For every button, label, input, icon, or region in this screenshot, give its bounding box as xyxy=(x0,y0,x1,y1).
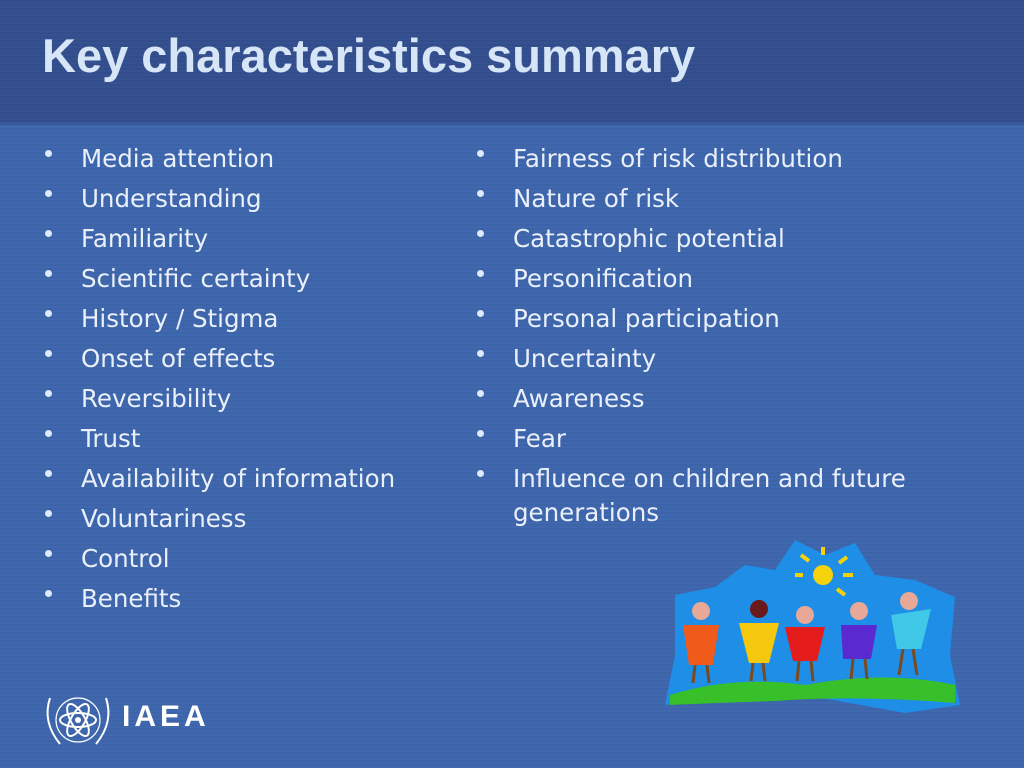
bullet-item: History / Stigma xyxy=(45,302,461,336)
iaea-emblem xyxy=(46,697,110,745)
bullet-item: Control xyxy=(45,542,461,576)
bullet-item: Personification xyxy=(477,262,933,296)
title-band xyxy=(0,0,1024,125)
bullet-item: Personal participation xyxy=(477,302,933,336)
bullet-item: Onset of effects xyxy=(45,342,461,376)
bullet-item: Trust xyxy=(45,422,461,456)
left-bullet-list: Media attention Understanding Familiarity S… xyxy=(45,142,461,622)
children-clipart xyxy=(665,540,960,713)
slide-title: Key characteristics summary xyxy=(42,29,696,82)
bullet-item: Understanding xyxy=(45,182,461,216)
bullet-item: Fear xyxy=(477,422,933,456)
bullet-item: Availability of information xyxy=(45,462,461,496)
bullet-item: Fairness of risk distribution xyxy=(477,142,933,176)
bullet-item: Nature of risk xyxy=(477,182,933,216)
bullet-item: Benefits xyxy=(45,582,461,616)
bullet-item: Awareness xyxy=(477,382,933,416)
bullet-item: Media attention xyxy=(45,142,461,176)
bullet-item: Familiarity xyxy=(45,222,461,256)
right-bullet-list: Fairness of risk distribution Nature of r… xyxy=(477,142,933,536)
bullet-item: Voluntariness xyxy=(45,502,461,536)
bullet-item: Reversibility xyxy=(45,382,461,416)
bullet-item: Uncertainty xyxy=(477,342,933,376)
bullet-item: Scientific certainty xyxy=(45,262,461,296)
bullet-item: Catastrophic potential xyxy=(477,222,933,256)
logo-text: IAEA xyxy=(122,700,210,733)
bullet-item: Influence on children and future generat… xyxy=(477,462,933,530)
